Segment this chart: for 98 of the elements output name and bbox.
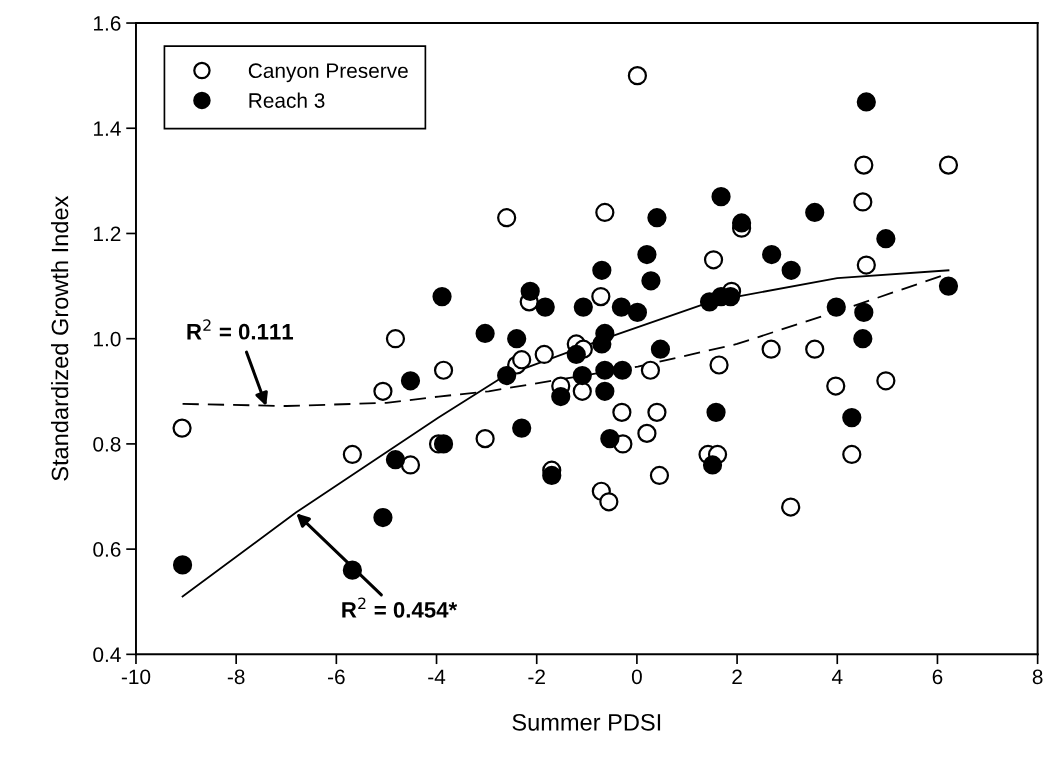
point — [805, 339, 825, 359]
point — [876, 371, 896, 391]
point — [640, 360, 661, 380]
point — [637, 244, 657, 265]
point — [826, 297, 846, 317]
x-tick-label: 8 — [1032, 669, 1043, 685]
x-tick-label: -4 — [428, 669, 446, 685]
x-axis-title: Summer PDSI — [512, 713, 661, 731]
point — [400, 371, 421, 391]
point — [711, 187, 731, 207]
point — [591, 286, 611, 307]
point — [512, 350, 532, 370]
point — [433, 360, 454, 380]
point — [650, 339, 671, 359]
point — [805, 202, 825, 223]
point — [702, 455, 723, 475]
point — [497, 208, 517, 228]
x-tick-label: -6 — [328, 669, 345, 685]
point — [854, 302, 874, 322]
annotation: R$^{2}$ = 0.454* — [342, 597, 458, 618]
point — [497, 365, 517, 386]
point — [507, 329, 527, 349]
point — [842, 407, 862, 428]
point — [373, 381, 393, 401]
point — [781, 497, 801, 517]
x-tick-label: 4 — [831, 669, 843, 685]
point — [172, 418, 192, 438]
point — [853, 192, 873, 212]
point — [566, 344, 586, 365]
x-tick-label: -10 — [121, 669, 151, 685]
point — [535, 297, 555, 317]
x-tick-label: 2 — [732, 669, 742, 685]
point — [853, 329, 873, 349]
y-tick-label: 1.4 — [94, 121, 121, 136]
y-tick-label: 1.0 — [94, 331, 121, 347]
point — [641, 271, 661, 291]
x-tick-label: -8 — [227, 669, 245, 685]
point — [627, 302, 648, 322]
point — [612, 360, 632, 380]
x-tick-label: 6 — [932, 669, 943, 685]
point — [432, 286, 452, 307]
point — [172, 555, 193, 575]
point — [592, 260, 612, 280]
y-tick-label: 0.8 — [93, 436, 121, 452]
point — [400, 455, 421, 475]
point — [595, 323, 615, 344]
point — [938, 155, 959, 175]
point — [731, 213, 752, 233]
point — [542, 465, 562, 486]
point — [573, 297, 593, 317]
point — [611, 297, 631, 317]
point — [572, 381, 592, 401]
x-tick-label: 0 — [631, 669, 642, 685]
point — [709, 355, 729, 375]
y-tick-label: 1.2 — [94, 226, 121, 242]
point — [475, 323, 495, 344]
point — [647, 402, 667, 422]
point — [856, 92, 876, 112]
point — [627, 66, 648, 86]
point — [520, 281, 540, 301]
point — [826, 376, 846, 396]
point — [781, 260, 801, 280]
point — [595, 360, 615, 380]
point — [385, 450, 406, 470]
legend-label: Canyon Preserve — [248, 63, 408, 83]
point — [512, 418, 532, 438]
point — [385, 329, 406, 349]
point — [706, 402, 726, 422]
annotation: R$^{2}$ = 0.111 — [187, 319, 294, 340]
point — [637, 423, 657, 443]
y-tick-label: 0.4 — [93, 647, 121, 663]
point — [342, 444, 362, 465]
point — [854, 155, 874, 175]
point — [600, 429, 620, 449]
point — [373, 507, 393, 528]
point — [647, 208, 667, 228]
point — [703, 250, 724, 270]
point — [475, 429, 495, 449]
y-tick-label: 0.6 — [93, 542, 121, 557]
point — [433, 434, 454, 454]
point — [762, 244, 782, 265]
legend-label: Reach 3 — [249, 92, 325, 108]
point — [551, 386, 571, 407]
y-tick-label: 1.6 — [94, 16, 121, 31]
point — [761, 339, 781, 359]
point — [595, 202, 615, 223]
point — [856, 255, 876, 275]
point — [595, 381, 615, 401]
x-tick-label: -2 — [528, 669, 545, 685]
point — [612, 402, 632, 422]
y-axis-title: Standardized Growth Index — [50, 195, 69, 481]
point — [572, 365, 592, 386]
point — [534, 344, 554, 365]
point — [599, 492, 619, 512]
point — [876, 229, 896, 249]
point — [649, 465, 670, 486]
point — [842, 444, 862, 465]
point — [938, 276, 959, 296]
